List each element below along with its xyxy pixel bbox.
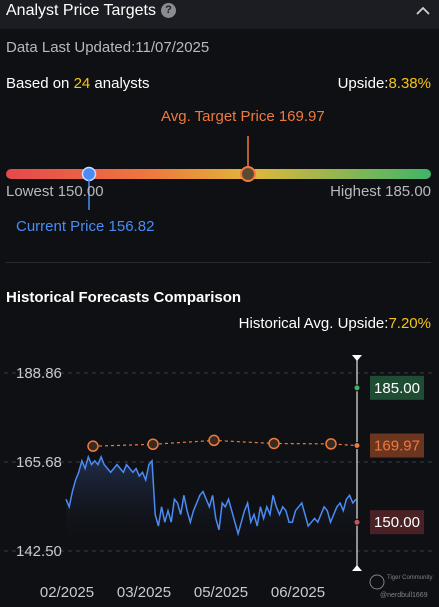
avg-target-point[interactable]	[268, 437, 280, 450]
help-icon[interactable]: ?	[161, 3, 176, 18]
lowest-target: Lowest 150.00	[6, 183, 104, 200]
price-area	[66, 456, 356, 551]
based-prefix: Based on	[6, 75, 74, 92]
watermark: Tiger Community @nerdbull1669	[369, 574, 432, 599]
upside-label: Upside:	[337, 75, 389, 92]
tiger-logo-icon	[369, 574, 385, 590]
high-target-label-bg	[370, 375, 424, 400]
panel-header: Analyst Price Targets ?	[0, 0, 439, 29]
end-marker	[353, 384, 361, 392]
analyst-count: Based on 24 analysts	[6, 75, 149, 92]
last-updated-date: 11/07/2025	[135, 39, 210, 56]
watermark-brand: Tiger Community	[387, 575, 432, 581]
crosshair-handle-bottom[interactable]	[352, 565, 362, 571]
x-tick-label: 05/2025	[194, 584, 248, 601]
avg-target-point[interactable]	[208, 434, 220, 447]
avg-target-label: Avg. Target Price 169.97	[161, 108, 325, 125]
target-range-bar	[6, 136, 431, 210]
high-target-label: 185.00	[374, 380, 420, 397]
end-marker	[353, 442, 361, 450]
last-updated-label: Data Last Updated:	[6, 39, 136, 56]
y-tick-label: 188.86	[16, 365, 62, 382]
historical-upside-label: Historical Avg. Upside:	[238, 315, 389, 332]
y-tick-label: 165.68	[16, 454, 62, 471]
current-price-label: Current Price 156.82	[16, 218, 155, 235]
range-track	[6, 169, 431, 179]
historical-title: Historical Forecasts Comparison	[6, 289, 242, 306]
based-suffix: analysts	[90, 75, 150, 92]
avg-target-end-label: 169.97	[374, 438, 420, 455]
watermark-user: @nerdbull1669	[380, 592, 428, 599]
x-tick-label: 03/2025	[117, 584, 171, 601]
historical-chart: 188.86 165.68 142.50 185.00 169.97 150.00 02…	[4, 355, 432, 601]
avg-target-marker	[240, 166, 256, 182]
avg-target-line	[92, 439, 357, 447]
panel-title: Analyst Price Targets	[6, 2, 156, 19]
avg-target-end-label-bg	[370, 433, 424, 458]
low-target-label-bg	[370, 510, 424, 535]
upside: Upside:8.38%	[338, 75, 431, 92]
end-marker	[353, 518, 361, 526]
avg-target-point[interactable]	[147, 438, 159, 451]
y-tick-label: 142.50	[16, 543, 62, 560]
section-divider	[6, 262, 431, 263]
x-tick-label: 06/2025	[271, 584, 325, 601]
chevron-up-icon[interactable]	[415, 3, 431, 19]
crosshair-handle-top[interactable]	[352, 355, 362, 361]
low-target-label: 150.00	[374, 514, 420, 531]
current-price-marker	[81, 166, 97, 182]
upside-value: 8.38%	[388, 75, 431, 92]
analyst-count-value: 24	[73, 75, 91, 92]
price-line	[65, 454, 357, 537]
historical-upside-value: 7.20%	[388, 315, 431, 332]
avg-target-point[interactable]	[325, 438, 337, 450]
highest-target: Highest 185.00	[330, 183, 431, 200]
last-updated: Data Last Updated:11/07/2025	[6, 39, 209, 56]
x-tick-label: 02/2025	[40, 584, 94, 601]
avg-target-point[interactable]	[87, 440, 99, 452]
historical-upside: Historical Avg. Upside:7.20%	[239, 315, 431, 332]
